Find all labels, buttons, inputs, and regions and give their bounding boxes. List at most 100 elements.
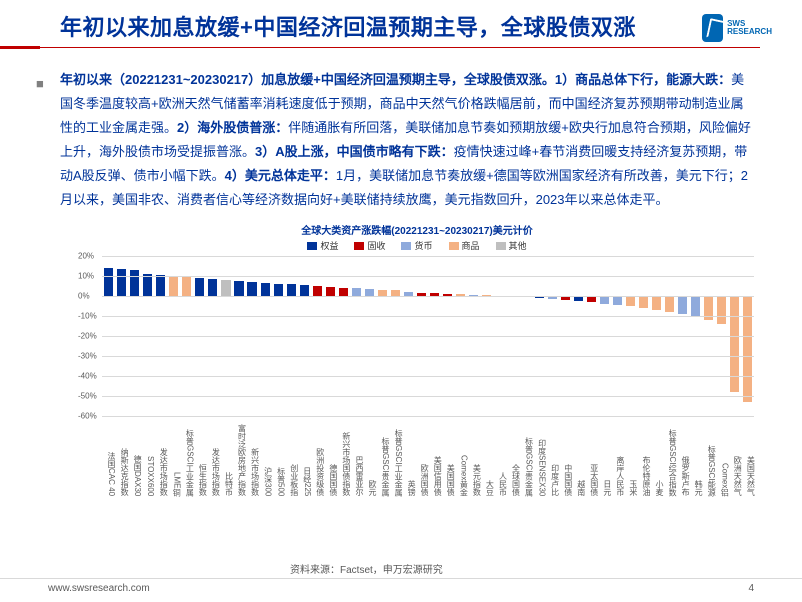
grid-line [102, 336, 754, 337]
x-tick-label: 标普GSCI综合指数 [663, 416, 676, 496]
chart-title: 全球大类资产涨跌幅(20221231~20230217)美元计价 [80, 222, 754, 237]
bar [274, 284, 283, 296]
x-tick-label: 创业板指 [285, 416, 298, 496]
grid-line [102, 256, 754, 257]
logo-icon [702, 14, 723, 42]
lead-text: 年初以来（20221231~20230217）加息放缓+中国经济回温预期主导，全… [60, 72, 731, 87]
legend-item: 固收 [354, 239, 385, 252]
x-tick-label: 法国CAC 40 [102, 416, 115, 496]
source-text: 资料来源：Factset，申万宏源研究 [290, 561, 443, 576]
x-tick-label: Comex铝 [715, 416, 728, 496]
legend-label: 其他 [509, 239, 527, 252]
bar [287, 284, 296, 296]
y-tick-label: -50% [78, 392, 97, 401]
h2: 2）海外股债普涨： [177, 120, 288, 135]
bar [730, 296, 739, 392]
y-tick-label: -40% [78, 372, 97, 381]
x-tick-label: 标普GSCI贵金属 [376, 416, 389, 496]
y-tick-label: 20% [78, 252, 94, 261]
chart-legend: 权益固收货币商品其他 [80, 239, 754, 252]
grid-line [102, 396, 754, 397]
bar [665, 296, 674, 312]
legend-label: 权益 [320, 239, 338, 252]
grid-line [102, 376, 754, 377]
x-tick-label: 日元 [598, 416, 611, 496]
x-tick-label: 发达市场指数 [206, 416, 219, 496]
x-tick-label: 美国天然气 [741, 416, 754, 496]
x-tick-label: 韩元 [689, 416, 702, 496]
legend-swatch [354, 242, 364, 250]
brand-logo: SWS RESEARCH [702, 10, 772, 46]
bar [221, 280, 230, 296]
legend-swatch [307, 242, 317, 250]
x-tick-label: 欧元 [363, 416, 376, 496]
x-axis-labels: 法国CAC 40纳斯达克指数德国DAX30STOXX600发达市场指数LME铜标… [102, 416, 754, 496]
legend-label: 固收 [367, 239, 385, 252]
x-tick-label: 纳斯达克指数 [115, 416, 128, 496]
x-tick-label: 印度卢比 [546, 416, 559, 496]
bar [339, 288, 348, 296]
grid-line [102, 316, 754, 317]
x-tick-label: 美国国债 [441, 416, 454, 496]
bar [169, 276, 178, 296]
bar [639, 296, 648, 308]
bar [326, 287, 335, 296]
x-tick-label: Comex黄金 [454, 416, 467, 496]
x-tick-label: 新兴市场国债指数 [337, 416, 350, 496]
accent-line [0, 46, 40, 49]
x-tick-label: 比特币 [219, 416, 232, 496]
footer: www.swsresearch.com 4 [0, 578, 802, 602]
x-tick-label: 沪深300 [259, 416, 272, 496]
bar [352, 288, 361, 296]
grid-line [102, 296, 754, 297]
x-tick-label: 中国国债 [559, 416, 572, 496]
bar [313, 286, 322, 296]
bar [678, 296, 687, 314]
x-tick-label: 标普GSCI能源 [702, 416, 715, 496]
x-tick-label: 德国DAX30 [128, 416, 141, 496]
y-tick-label: -20% [78, 332, 97, 341]
x-tick-label: 布伦特原油 [637, 416, 650, 496]
bar [717, 296, 726, 324]
bar [613, 296, 622, 305]
y-tick-label: 10% [78, 272, 94, 281]
bar [208, 279, 217, 296]
x-tick-label: 巴西雷亚尔 [350, 416, 363, 496]
legend-swatch [496, 242, 506, 250]
x-tick-label: 亚太国债 [585, 416, 598, 496]
bar [300, 285, 309, 296]
x-tick-label: 发达市场指数 [154, 416, 167, 496]
bar [156, 275, 165, 296]
chart: 全球大类资产涨跌幅(20221231~20230217)美元计价 权益固收货币商… [80, 222, 754, 502]
x-tick-label: 越南 [572, 416, 585, 496]
grid-line [102, 276, 754, 277]
legend-item: 其他 [496, 239, 527, 252]
bar [691, 296, 700, 316]
legend-label: 货币 [414, 239, 432, 252]
bar [261, 283, 270, 296]
x-tick-label: 欧洲投资级债 [311, 416, 324, 496]
x-tick-label: 印度SENSEX30 [533, 416, 546, 496]
bar [626, 296, 635, 306]
grid-line [102, 356, 754, 357]
x-tick-label: 玉米 [624, 416, 637, 496]
x-tick-label: 俄罗斯卢布 [676, 416, 689, 496]
x-tick-label: STOXX600 [141, 416, 154, 496]
x-tick-label: 标普GSCI工业金属 [389, 416, 402, 496]
bar [247, 282, 256, 296]
h3: 3）A股上涨，中国债市略有下跌： [255, 144, 454, 159]
footer-url: www.swsresearch.com [48, 583, 150, 602]
y-tick-label: -10% [78, 312, 97, 321]
x-tick-label: 欧洲天然气 [728, 416, 741, 496]
legend-swatch [401, 242, 411, 250]
bullet-icon: ■ [36, 72, 44, 96]
x-tick-label: 人民币 [493, 416, 506, 496]
x-tick-label: 离岸人民币 [611, 416, 624, 496]
bar [182, 277, 191, 296]
x-tick-label: 富时泛欧房地产指数 [232, 416, 245, 496]
x-tick-label: 美国信用债 [428, 416, 441, 496]
x-tick-label: 欧洲国债 [415, 416, 428, 496]
x-tick-label: 全球国债 [506, 416, 519, 496]
x-tick-label: 美元指数 [467, 416, 480, 496]
h4: 4）美元总体走平： [225, 168, 336, 183]
